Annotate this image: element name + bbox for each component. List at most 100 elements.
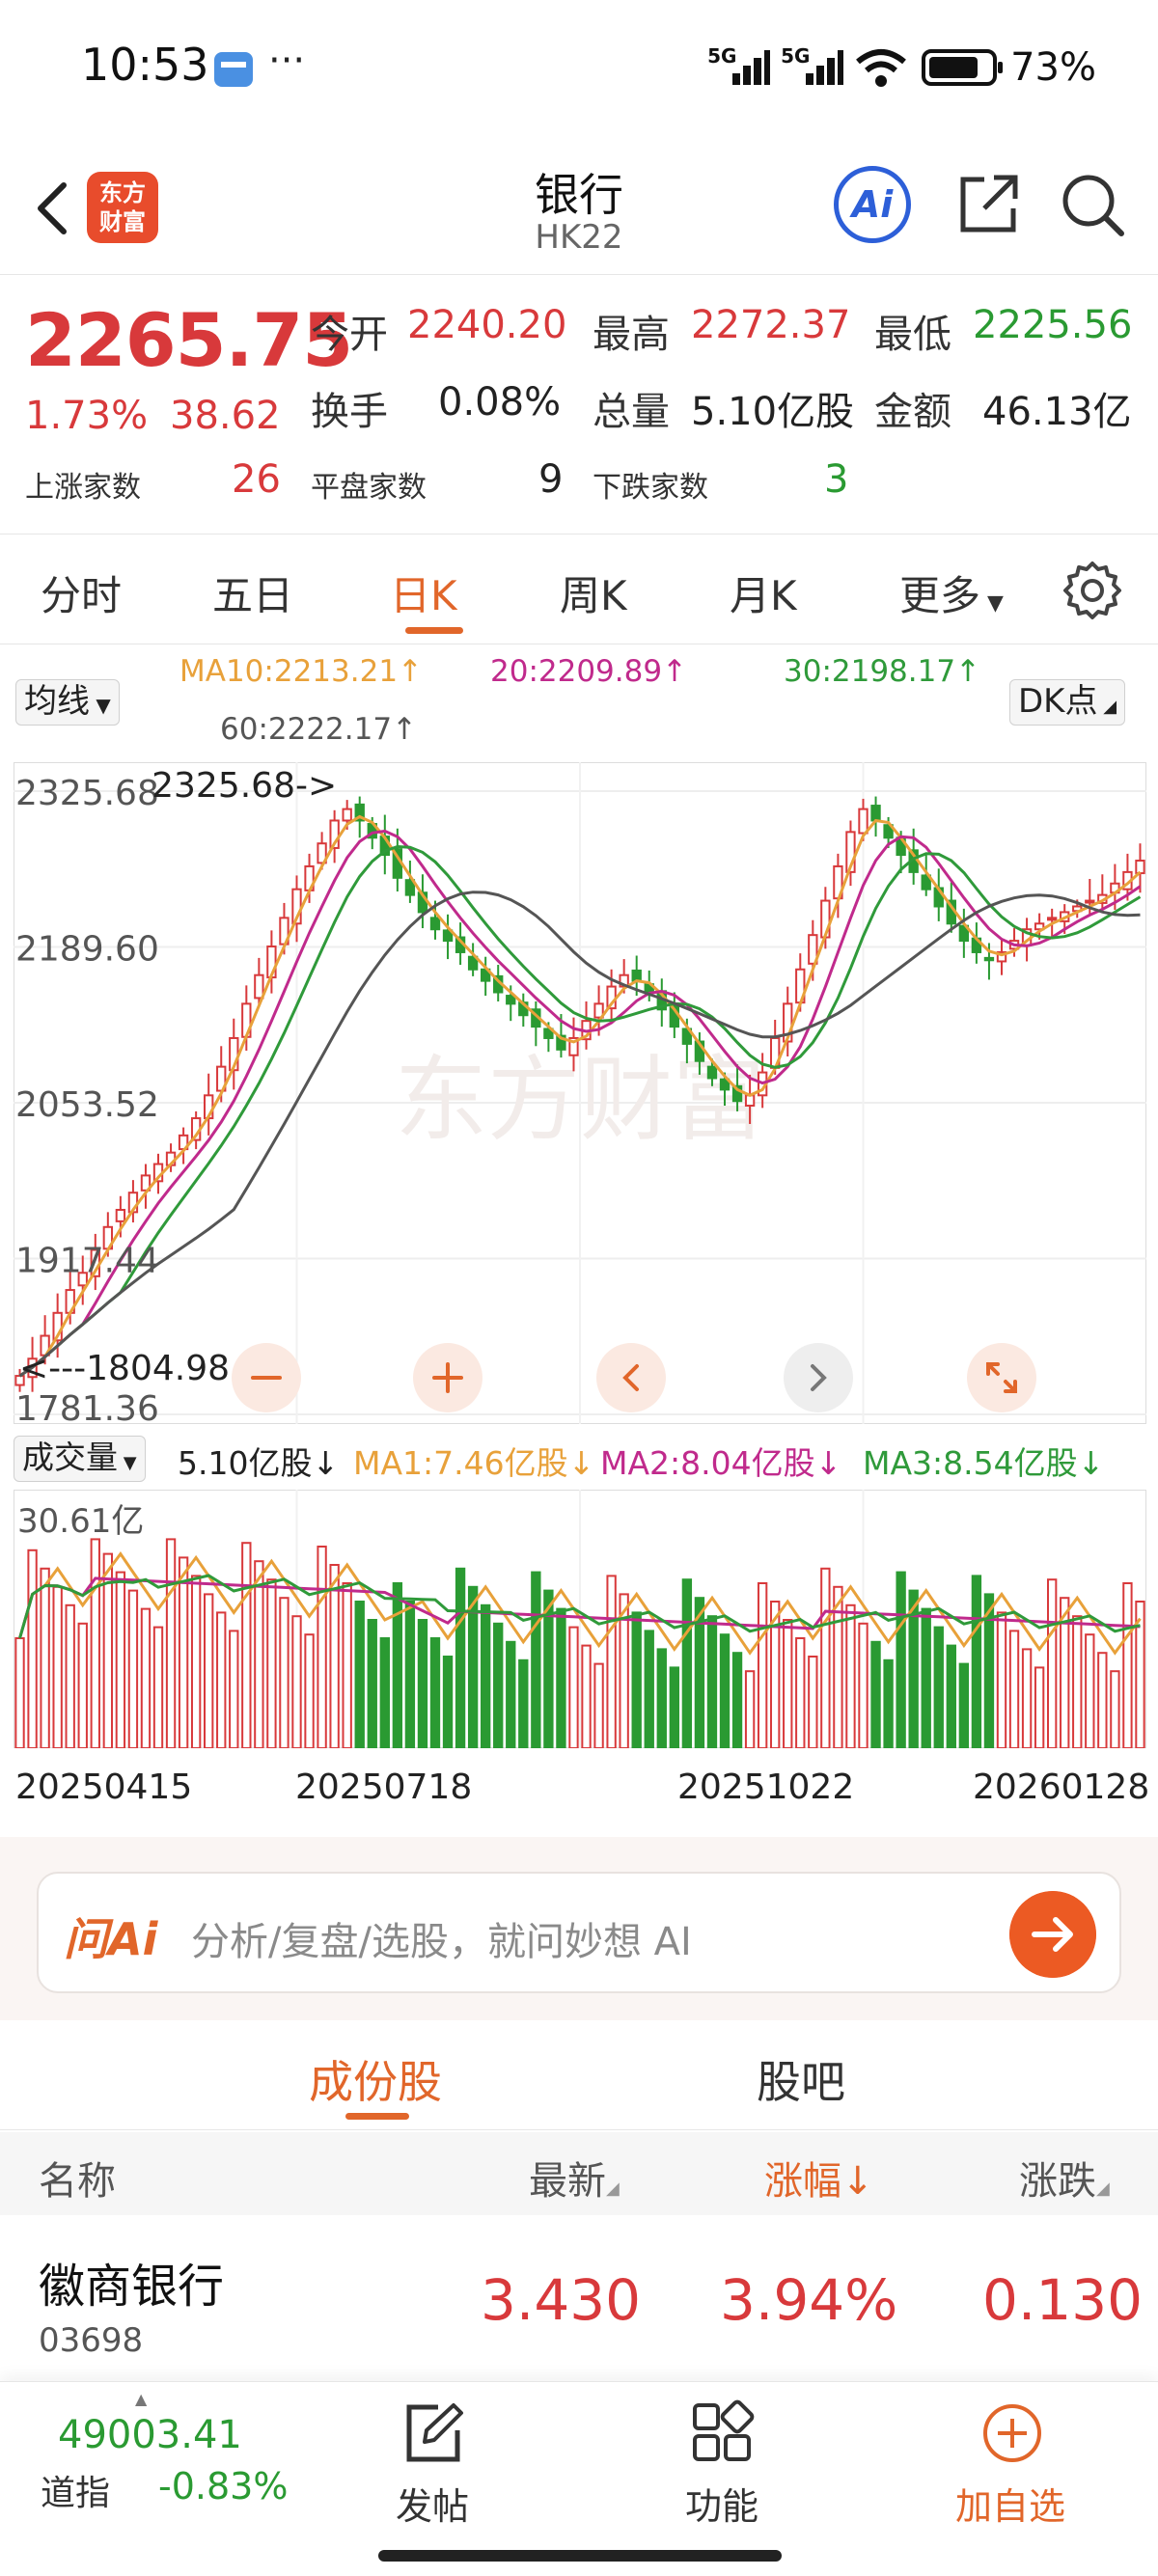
search-icon[interactable] (1058, 170, 1125, 237)
volume-bar (467, 1585, 479, 1748)
volume-bar (631, 1611, 642, 1748)
ma10-label: MA10:2213.21↑ (179, 654, 424, 689)
date-axis: 20250415 20250718 20251022 20260128 (0, 1768, 1158, 1825)
control-circle (596, 1343, 666, 1412)
candle-body (921, 874, 931, 891)
volume-chart[interactable]: 30.61亿 (14, 1490, 1146, 1748)
volume-bar (770, 1601, 781, 1748)
kline-chart[interactable]: 东方财富 2325.68 2189.60 2053.52 1917.44 1781.36 2… (14, 762, 1146, 1424)
page-subtitle: HK22 (535, 218, 623, 257)
back-arrow-icon[interactable] (29, 179, 77, 237)
volume-bar (933, 1626, 944, 1748)
tab-more[interactable]: 更多 ▼ (899, 572, 1004, 619)
volume-bar (858, 1622, 868, 1748)
volume-value: 5.10亿股 (691, 390, 855, 434)
tab-forum[interactable]: 股吧 (757, 2056, 845, 2108)
tab-constituents[interactable]: 成份股 (309, 2056, 442, 2108)
low-annotation: <---1804.98 (19, 1349, 230, 1388)
volume-bar (152, 1626, 164, 1748)
candle-body (442, 929, 454, 943)
volume-bar (266, 1578, 277, 1748)
volume-bar (279, 1597, 290, 1748)
ai-question-input[interactable]: 问Ai 分析/复盘/选股，就问妙想 AI (37, 1872, 1121, 1993)
grid-icon (693, 2399, 755, 2461)
candle-body (631, 969, 642, 982)
table-row[interactable]: 徽商银行 03698 3.430 3.94% 0.130 (0, 2215, 1158, 2379)
candle-body (1034, 922, 1045, 931)
volume-bar (40, 1567, 50, 1748)
volume-selector[interactable]: 成交量 ▼ (14, 1436, 146, 1482)
candle-body (317, 842, 327, 864)
candle-body (996, 950, 1007, 963)
dk-point-button[interactable]: DK点 ◢ (1009, 679, 1126, 726)
volume-ma3: MA3:8.54亿股↓ (863, 1444, 1105, 1482)
tab-monthly-k[interactable]: 月K (730, 572, 797, 619)
volume-bar (254, 1560, 264, 1748)
zoom-in-button[interactable] (413, 1343, 482, 1412)
scroll-right-button[interactable] (784, 1343, 853, 1412)
volume-ma2: MA2:8.04亿股↓ (600, 1444, 842, 1482)
sort-icon: ◢ (606, 2179, 620, 2199)
candle-body (593, 1002, 604, 1019)
volume-bar (1085, 1633, 1095, 1748)
column-last[interactable]: 最新◢ (529, 2159, 620, 2204)
column-name[interactable]: 名称 (39, 2159, 116, 2204)
ma10-line (18, 814, 1142, 1378)
candle-body (1085, 899, 1095, 904)
candle-body (506, 995, 516, 1005)
candle-body (719, 1078, 731, 1091)
tab-weekly-k[interactable]: 周K (560, 572, 627, 619)
bottom-bar: ▲ 49003.41 道指 -0.83% 发帖 功能 加自选 (0, 2381, 1158, 2576)
share-icon[interactable] (955, 170, 1023, 237)
status-icons: 5G 5G 73% (707, 39, 1096, 96)
add-watchlist-label: 加自选 (955, 2485, 1066, 2528)
volume-bar (808, 1656, 818, 1748)
ma-selector[interactable]: 均线 ▼ (15, 679, 120, 726)
candle-body (731, 1084, 743, 1103)
tab-daily-k[interactable]: 日K (390, 572, 457, 619)
flat-count-label: 平盘家数 (311, 471, 427, 505)
candle-body (429, 917, 441, 931)
volume-bar (455, 1567, 466, 1748)
volume-ma1: MA1:7.46亿股↓ (353, 1444, 595, 1482)
home-indicator (378, 2550, 782, 2562)
app-logo[interactable]: 东方 财富 (87, 172, 158, 243)
volume-bar (429, 1637, 441, 1748)
volume-bar (367, 1619, 377, 1748)
fullscreen-button[interactable] (967, 1343, 1036, 1412)
volume-bar (1135, 1601, 1145, 1748)
gear-icon[interactable] (1062, 560, 1123, 621)
tab-intraday[interactable]: 分时 (41, 572, 123, 619)
wifi-icon (856, 49, 907, 87)
volume-bar (417, 1619, 428, 1748)
volume-bar (140, 1607, 152, 1748)
volume-bar (404, 1601, 416, 1748)
volume-bar (946, 1644, 956, 1748)
volume-bar (1046, 1578, 1058, 1748)
column-change-pct[interactable]: 涨幅↓ (764, 2159, 874, 2204)
column-change[interactable]: 涨跌◢ (1019, 2159, 1110, 2204)
volume-bar (1110, 1670, 1120, 1748)
volume-bar (593, 1662, 604, 1748)
ai-assistant-button[interactable]: Ai (834, 166, 911, 243)
volume-bar (896, 1571, 906, 1748)
volume-bar (1034, 1666, 1045, 1748)
tab-five-day[interactable]: 五日 (212, 572, 294, 619)
zoom-out-button[interactable] (232, 1343, 301, 1412)
volume-bar (921, 1607, 931, 1748)
control-icon (432, 1362, 463, 1393)
high-label: 最高 (593, 313, 670, 357)
volume-bar (442, 1656, 454, 1748)
volume-bar (556, 1607, 566, 1748)
candle-body (568, 1036, 579, 1056)
change-value: 38.62 (170, 394, 281, 438)
arrow-right-icon[interactable] (1009, 1891, 1096, 1978)
volume-bar (619, 1593, 629, 1748)
y-tick-label: 2053.52 (15, 1085, 159, 1125)
status-time: 10:53 (81, 39, 209, 91)
scroll-left-button[interactable] (596, 1343, 666, 1412)
caret-down-icon: ▼ (90, 694, 111, 717)
volume-bar (216, 1611, 227, 1748)
candle-body (467, 955, 479, 971)
volume-bar (1060, 1597, 1070, 1748)
